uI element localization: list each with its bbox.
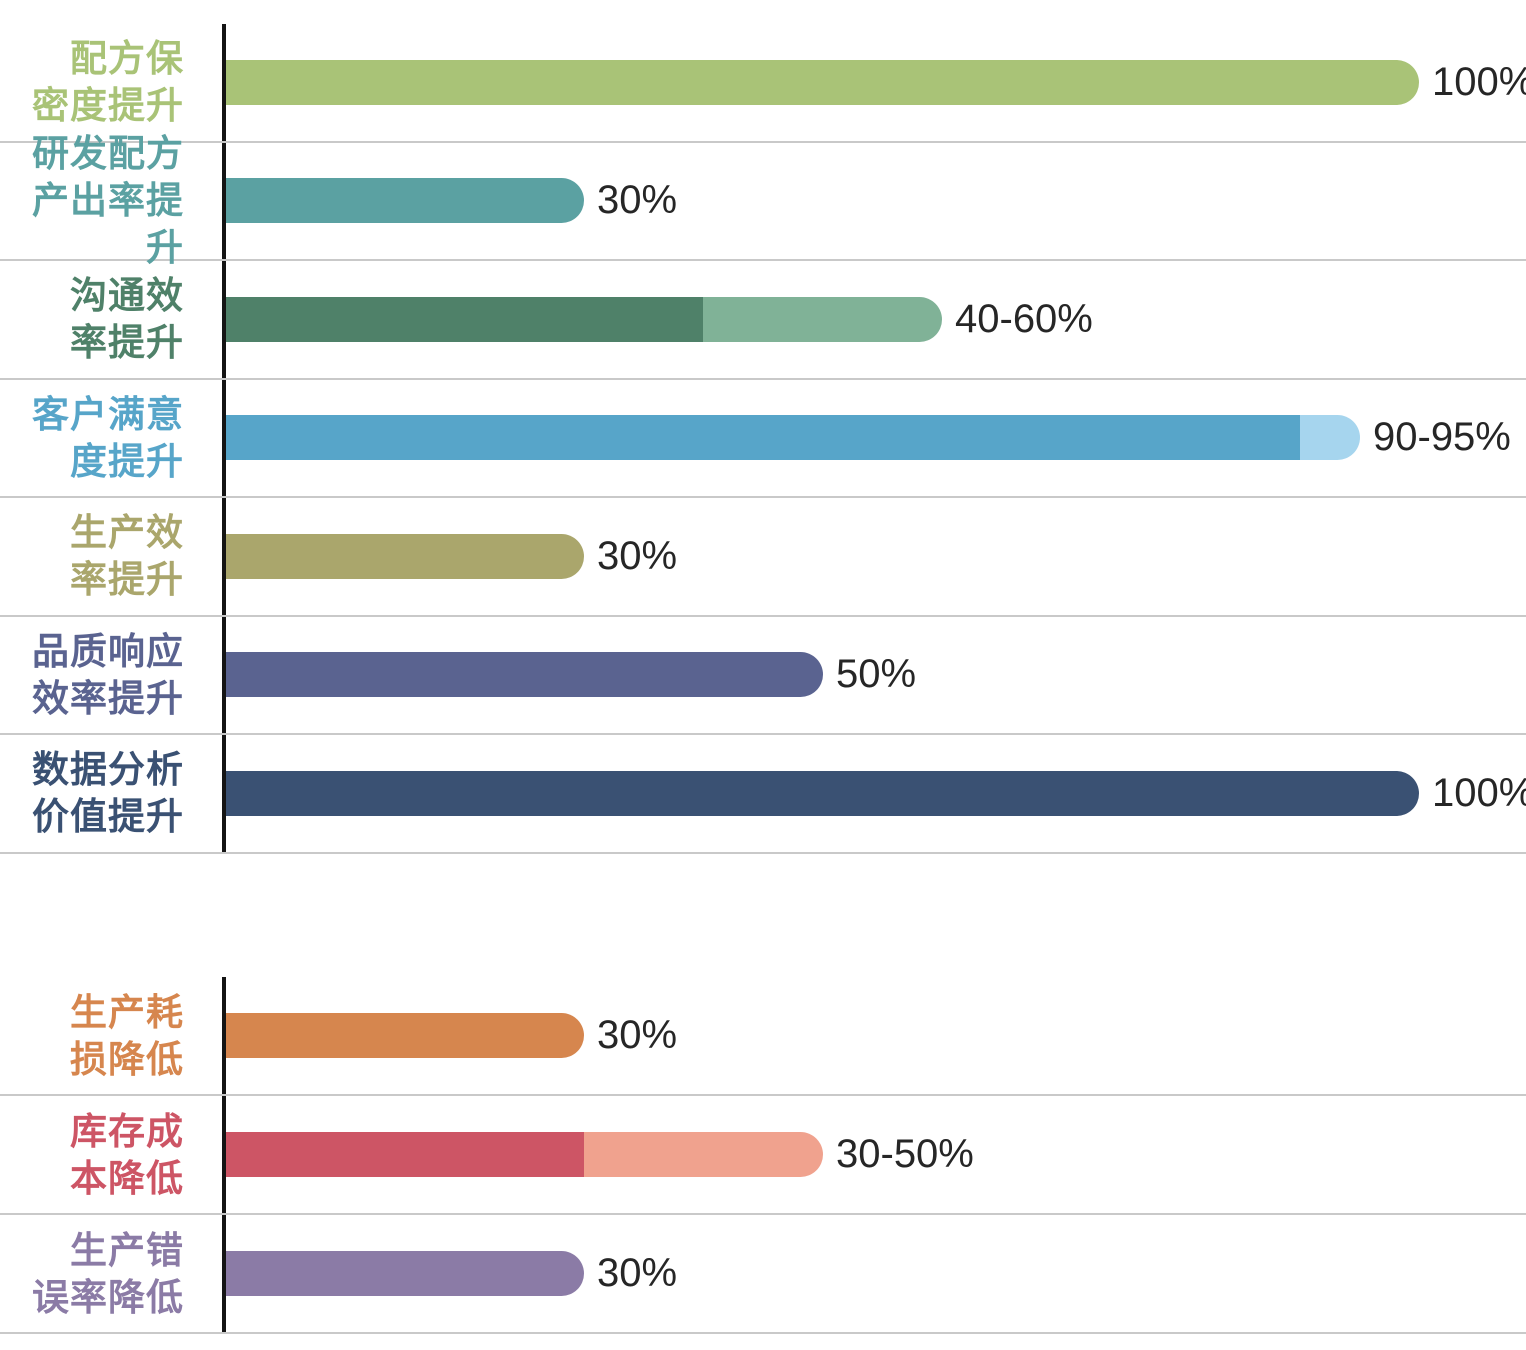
bar-segment-extension xyxy=(584,1132,823,1177)
value-label: 30% xyxy=(597,178,678,223)
plot-area: 30% xyxy=(222,142,1526,259)
category-label-line: 品质响应 xyxy=(32,630,184,672)
category-label-line: 效率提升 xyxy=(32,677,184,719)
category-label-line: 配方保 xyxy=(70,38,184,80)
category-label-line: 密度提升 xyxy=(32,85,184,127)
chart-row: 研发配方产出率提升 30% xyxy=(0,133,1526,268)
chart-row: 品质响应效率提升 50% xyxy=(0,616,1526,735)
category-label-line: 价值提升 xyxy=(32,796,184,838)
bar xyxy=(226,296,942,342)
category-label: 品质响应 效率提升 xyxy=(0,617,222,734)
category-label: 库存成 本降低 xyxy=(0,1096,222,1213)
category-label: 研发配方 产出率提升 xyxy=(0,133,222,268)
plot-area: 30-50% xyxy=(222,1096,1526,1213)
bar-segment-main xyxy=(226,59,1419,105)
bar xyxy=(226,533,584,579)
category-label-line: 产出率提升 xyxy=(32,180,184,269)
category-label-line: 生产效 xyxy=(70,512,184,554)
value-label: 40-60% xyxy=(955,296,1093,341)
category-label-line: 库存成 xyxy=(70,1110,184,1152)
category-label-line: 研发配方 xyxy=(32,133,184,175)
plot-area: 40-60% xyxy=(222,261,1526,378)
value-label: 30% xyxy=(597,1251,678,1295)
category-label-line: 损降低 xyxy=(70,1038,184,1080)
plot-area: 30% xyxy=(222,498,1526,615)
bar xyxy=(226,1132,823,1177)
category-label: 生产效 率提升 xyxy=(0,498,222,615)
bar-segment-main xyxy=(226,1251,584,1296)
value-label: 30% xyxy=(597,1013,678,1057)
chart-row: 客户满意度提升 90-95% xyxy=(0,379,1526,498)
bar-segment-main xyxy=(226,652,823,698)
plot-area: 100% xyxy=(222,24,1526,141)
category-label-line: 误率降低 xyxy=(32,1276,184,1318)
plot-area: 100% xyxy=(222,735,1526,852)
plot-area: 30% xyxy=(222,977,1526,1094)
bar-segment-extension xyxy=(1300,415,1360,461)
category-label-line: 生产错 xyxy=(70,1229,184,1271)
value-label: 100% xyxy=(1432,770,1526,815)
bar-segment-main xyxy=(226,296,703,342)
plot-area: 30% xyxy=(222,1215,1526,1332)
bar xyxy=(226,770,1419,816)
bar-segment-extension xyxy=(703,296,942,342)
chart-row: 生产错误率降低 30% xyxy=(0,1215,1526,1334)
plot-area: 50% xyxy=(222,616,1526,733)
value-label: 30-50% xyxy=(836,1132,974,1176)
category-label-line: 率提升 xyxy=(70,559,184,601)
category-label-line: 客户满意 xyxy=(32,393,184,435)
category-label-line: 率提升 xyxy=(70,322,184,364)
category-label-line: 度提升 xyxy=(70,440,184,482)
category-label: 生产耗 损降低 xyxy=(0,977,222,1094)
bar-segment-main xyxy=(226,770,1419,816)
bar xyxy=(226,59,1419,105)
value-label: 100% xyxy=(1432,59,1526,104)
category-label: 生产错误率降低 xyxy=(0,1215,222,1332)
category-label: 沟通效 率提升 xyxy=(0,261,222,378)
bar-group-improvements: 配方保密度提升 100% 研发配方产出率提升 30% 沟通效率提升 40-60% 客户满意度… xyxy=(0,24,1526,854)
plot-area: 90-95% xyxy=(222,379,1526,496)
category-label: 配方保密度提升 xyxy=(0,24,222,141)
category-label: 客户满意度提升 xyxy=(0,380,222,497)
value-label: 90-95% xyxy=(1373,415,1511,460)
bar-segment-main xyxy=(226,1013,584,1058)
category-label-line: 数据分析 xyxy=(32,749,184,791)
bar xyxy=(226,1013,584,1058)
bar-segment-main xyxy=(226,178,584,224)
value-label: 50% xyxy=(836,652,917,697)
category-label-line: 生产耗 xyxy=(70,991,184,1033)
value-label: 30% xyxy=(597,533,678,578)
chart-row: 配方保密度提升 100% xyxy=(0,24,1526,143)
chart-row: 沟通效率提升 40-60% xyxy=(0,261,1526,380)
category-label-line: 本降低 xyxy=(70,1157,184,1199)
bar xyxy=(226,652,823,698)
bar-segment-main xyxy=(226,533,584,579)
bar xyxy=(226,415,1360,461)
chart-row: 生产耗损降低 30% xyxy=(0,977,1526,1096)
bar-group-reductions: 生产耗损降低 30% 库存成本降低 30-50% 生产错误率降低 30% xyxy=(0,977,1526,1334)
chart-row: 库存成本降低 30-50% xyxy=(0,1096,1526,1215)
bar xyxy=(226,1251,584,1296)
category-label-line: 沟通效 xyxy=(70,275,184,317)
bar-segment-main xyxy=(226,1132,584,1177)
category-label: 数据分析 价值提升 xyxy=(0,735,222,852)
bar xyxy=(226,178,584,224)
bar-segment-main xyxy=(226,415,1300,461)
chart-row: 生产效率提升 30% xyxy=(0,498,1526,617)
chart-row: 数据分析价值提升 100% xyxy=(0,735,1526,854)
